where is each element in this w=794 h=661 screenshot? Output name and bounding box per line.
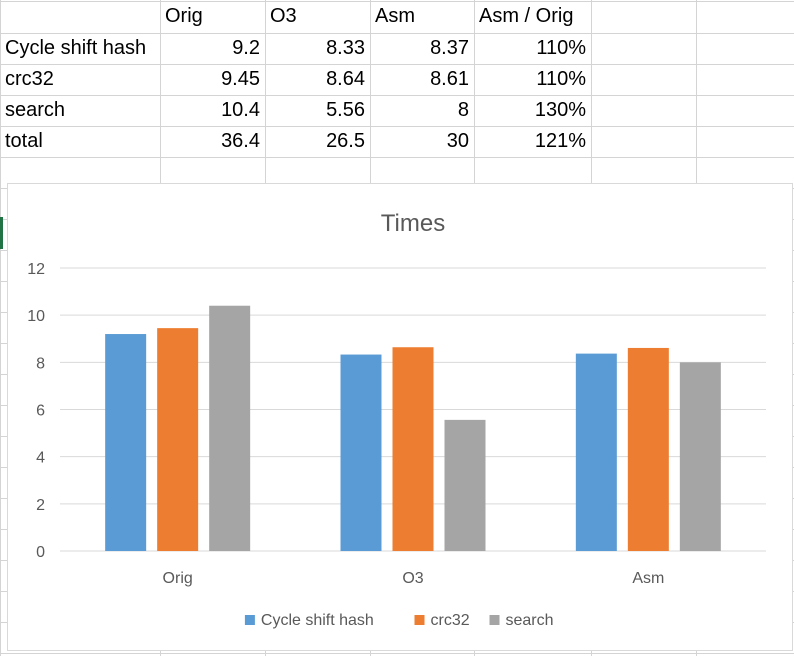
row-label-cell[interactable]: Cycle shift hash bbox=[5, 37, 147, 59]
y-tick-label: 2 bbox=[36, 497, 45, 514]
value-cell[interactable]: 9.2 bbox=[232, 37, 260, 59]
value-cell[interactable]: 8 bbox=[457, 99, 469, 121]
bar-crc32-o3[interactable] bbox=[392, 347, 434, 551]
value-cell[interactable]: 5.56 bbox=[326, 99, 365, 121]
y-tick-label: 4 bbox=[36, 450, 45, 467]
x-category-label: Asm bbox=[632, 570, 664, 587]
value-cell[interactable]: 30 bbox=[446, 130, 469, 152]
y-tick-label: 12 bbox=[27, 261, 45, 278]
legend-swatch bbox=[414, 615, 425, 625]
legend-swatch bbox=[489, 615, 500, 625]
bar-search-o3[interactable] bbox=[444, 419, 486, 551]
bar-crc32-orig[interactable] bbox=[157, 328, 199, 551]
y-tick-label: 6 bbox=[36, 403, 45, 420]
y-tick-label: 10 bbox=[27, 308, 45, 325]
bar-cycle-shift-hash-o3[interactable] bbox=[340, 354, 382, 551]
value-cell[interactable]: 8.61 bbox=[430, 68, 469, 90]
value-cell[interactable]: 110% bbox=[536, 68, 586, 90]
value-cell[interactable]: 8.37 bbox=[430, 37, 469, 59]
value-cell[interactable]: 10.4 bbox=[221, 99, 260, 121]
legend-swatch bbox=[244, 615, 255, 625]
column-header-cell[interactable]: Asm bbox=[375, 5, 415, 27]
bar-crc32-asm[interactable] bbox=[627, 347, 669, 551]
value-cell[interactable]: 110% bbox=[536, 37, 586, 59]
legend-label: crc32 bbox=[431, 612, 470, 629]
value-cell[interactable]: 130% bbox=[534, 99, 586, 121]
row-label-cell[interactable]: search bbox=[5, 99, 66, 121]
value-cell[interactable]: 9.45 bbox=[221, 68, 260, 90]
legend-label: Cycle shift hash bbox=[261, 612, 374, 629]
value-cell[interactable]: 121% bbox=[534, 130, 586, 152]
chart-title: Times bbox=[381, 210, 445, 237]
bar-chart: Times 0 2 4 6 8 10 12 Orig O3 Asm Cycle shift hash c… bbox=[27, 210, 766, 629]
column-header-cell[interactable]: Orig bbox=[165, 5, 203, 27]
bar-cycle-shift-hash-asm[interactable] bbox=[575, 353, 617, 551]
x-category-label: O3 bbox=[402, 570, 423, 587]
column-header-cell[interactable]: Asm / Orig bbox=[479, 5, 574, 27]
value-cell[interactable]: 26.5 bbox=[326, 130, 365, 152]
column-header-cell[interactable]: O3 bbox=[270, 5, 297, 27]
y-tick-label: 8 bbox=[36, 355, 45, 372]
chart-area[interactable]: Times 0 2 4 6 8 10 12 Orig O3 Asm Cycle shift hash c… bbox=[7, 183, 793, 651]
x-category-label: Orig bbox=[163, 570, 193, 587]
row-label-cell[interactable]: total bbox=[5, 130, 43, 152]
value-cell[interactable]: 8.64 bbox=[326, 68, 365, 90]
row-label-cell[interactable]: crc32 bbox=[5, 68, 54, 90]
y-tick-label: 0 bbox=[36, 544, 45, 561]
value-cell[interactable]: 8.33 bbox=[326, 37, 365, 59]
bar-search-asm[interactable] bbox=[679, 362, 721, 551]
value-cell[interactable]: 36.4 bbox=[221, 130, 260, 152]
legend-label: search bbox=[506, 612, 554, 629]
bar-search-orig[interactable] bbox=[209, 305, 251, 551]
selection-marker bbox=[0, 217, 3, 249]
bar-cycle-shift-hash-orig[interactable] bbox=[105, 334, 147, 551]
